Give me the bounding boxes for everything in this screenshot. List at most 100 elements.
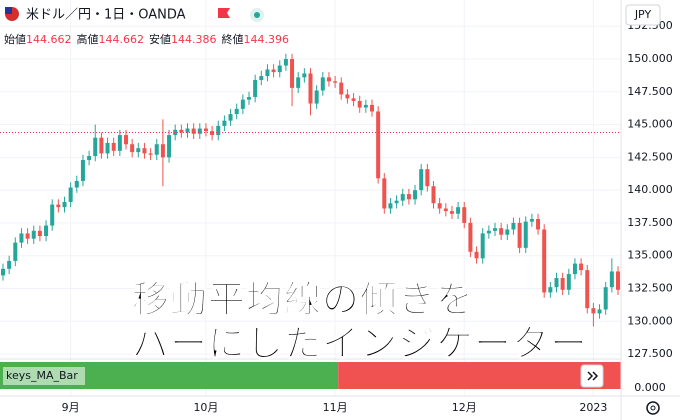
candle-body xyxy=(462,207,467,223)
candle-body xyxy=(566,274,571,290)
candle-body xyxy=(290,59,295,88)
candle-body xyxy=(185,128,190,133)
candle-body xyxy=(517,222,522,248)
candle-body xyxy=(277,65,282,73)
candle-body xyxy=(68,187,73,202)
candle-body xyxy=(216,125,221,136)
y-tick-label: 130.000 xyxy=(627,314,673,327)
candle-body xyxy=(148,153,153,155)
x-tick-label: 11月 xyxy=(323,401,348,414)
settings-icon[interactable] xyxy=(646,401,660,415)
candle-body xyxy=(259,76,264,80)
overlay-caption: 移動平均線の傾きを バーにしたインジケーター xyxy=(132,278,588,366)
candle-body xyxy=(253,79,258,98)
indicator-name: keys_MA_Bar xyxy=(6,369,78,382)
candle-body xyxy=(351,98,356,101)
candle-body xyxy=(560,278,565,290)
candle-body xyxy=(50,204,55,226)
y-tick-label: 145.000 xyxy=(627,118,673,131)
candle-body xyxy=(124,135,128,145)
y-tick-label: 140.000 xyxy=(627,183,673,196)
candle-body xyxy=(505,229,510,235)
candle-body xyxy=(529,218,534,222)
candle-body xyxy=(345,94,350,99)
candle-body xyxy=(486,230,491,234)
candle-body xyxy=(597,309,602,314)
candle-body xyxy=(93,137,98,157)
candle-body xyxy=(542,229,547,293)
candle-body xyxy=(25,233,30,239)
flag-marker[interactable] xyxy=(218,8,230,18)
symbol-title: 米ドル／円・1日・OANDA xyxy=(26,8,186,23)
candle-body xyxy=(117,135,122,151)
y-tick-label: 127.500 xyxy=(627,347,673,360)
candle-body xyxy=(308,73,313,104)
candle-body xyxy=(609,271,614,288)
candle-body xyxy=(320,77,325,91)
y-tick-label: 147.500 xyxy=(627,85,673,98)
candle-body xyxy=(579,263,584,271)
y-tick-label: 135.000 xyxy=(627,249,673,262)
candle-body xyxy=(456,207,461,214)
candle-body xyxy=(210,131,215,136)
x-tick-label: 9月 xyxy=(62,401,80,414)
candle-body xyxy=(511,222,516,230)
candle-body xyxy=(247,97,251,100)
currency-button[interactable] xyxy=(625,4,661,26)
candle-body xyxy=(228,114,233,121)
candle-body xyxy=(554,278,559,288)
candle-body xyxy=(44,225,49,237)
candle-body xyxy=(197,128,202,134)
indicator-tick-label: 0.000 xyxy=(634,381,666,394)
candle-body xyxy=(419,169,424,191)
candle-body xyxy=(222,120,227,126)
candle-body xyxy=(314,90,319,104)
candle-body xyxy=(591,308,596,314)
candle-body xyxy=(572,263,577,275)
axes: 127.500 130.000 132.500 135.000 137.500 140.0… xyxy=(62,19,673,414)
candle-body xyxy=(74,180,79,188)
candle-body xyxy=(167,135,172,158)
candle-body xyxy=(80,159,85,181)
ohlc-legend: 始値 144.662 高値 144.662 安値 144.386 終値 144.396 xyxy=(4,32,289,46)
candle-body xyxy=(203,128,208,132)
candle-body xyxy=(1,268,5,276)
candle-body xyxy=(37,230,42,237)
ohlc-label: 始値 xyxy=(4,32,26,46)
candle-body xyxy=(616,271,620,290)
candle-body xyxy=(240,99,245,109)
overlay-line: 移動平均線の傾きを xyxy=(132,278,474,322)
x-tick-label: 2023 xyxy=(579,401,607,414)
candle-body xyxy=(603,287,608,310)
x-tick-label: 10月 xyxy=(193,401,218,414)
candle-body xyxy=(160,144,165,158)
y-tick-label: 137.500 xyxy=(627,216,673,229)
candle-body xyxy=(302,73,307,78)
candle-body xyxy=(234,108,239,115)
candle-body xyxy=(179,129,184,133)
candle-body xyxy=(400,194,405,201)
candle-body xyxy=(425,169,430,187)
candle-body xyxy=(62,201,67,208)
candle-body xyxy=(431,186,436,204)
candle-body xyxy=(339,82,344,95)
candle-body xyxy=(357,100,362,108)
indicator-bar xyxy=(338,362,621,389)
candle-body xyxy=(437,203,442,209)
candle-body xyxy=(191,128,196,134)
ohlc-value: 144.396 xyxy=(244,33,290,46)
candle-body xyxy=(111,142,116,151)
y-tick-label: 142.500 xyxy=(627,150,673,163)
ohlc-label: 終値 xyxy=(222,32,244,46)
candle-body xyxy=(154,144,159,155)
candle-body xyxy=(136,148,141,153)
candle-body xyxy=(585,270,590,309)
candle-body xyxy=(326,77,331,82)
candle-body xyxy=(265,69,270,77)
candle-body xyxy=(406,194,411,200)
candle-body xyxy=(363,104,368,108)
candle-body xyxy=(376,111,381,179)
candle-body xyxy=(31,230,36,239)
